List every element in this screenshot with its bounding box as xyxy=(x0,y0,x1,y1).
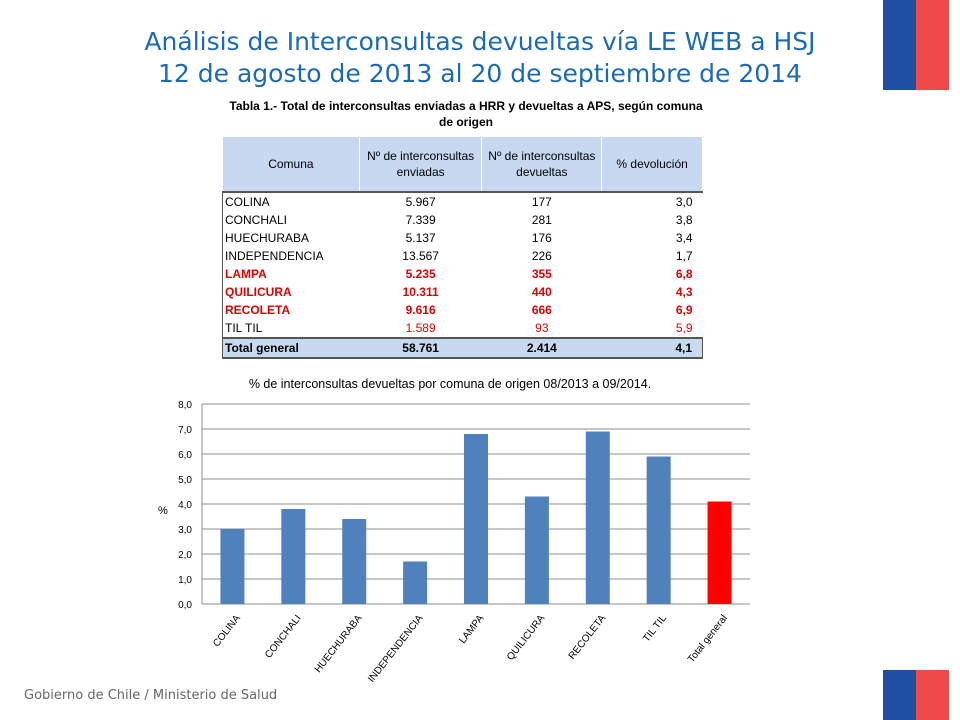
cell-devueltas: 666 xyxy=(531,303,552,317)
slide-title-line-2: 12 de agosto de 2013 al 20 de septiembre… xyxy=(158,59,802,88)
chart-svg: 0,0 1,0 2,0 3,0 4,0 5,0 6,0 7,0 8,0% COLINA CONCHA… xyxy=(158,400,750,685)
cell-devueltas: 281 xyxy=(531,213,552,227)
bar-chart: % de interconsultas devueltas por comuna… xyxy=(150,375,770,705)
chile-flag-top xyxy=(883,0,949,90)
y-tick-label: 2,0 xyxy=(178,550,192,561)
slide-title: Análisis de Interconsultas devueltas vía… xyxy=(100,26,860,90)
bar-total-general xyxy=(707,501,732,604)
x-tick-label: QUILICURA xyxy=(505,613,547,663)
cell-enviadas: 13.567 xyxy=(402,249,439,263)
cell-comuna: CONCHALI xyxy=(222,211,360,229)
footer-text: Gobierno de Chile / Ministerio de Salud xyxy=(24,688,278,703)
table-total-row: Total general 58.761 2.414 4,1 xyxy=(222,337,703,359)
cell-devueltas: 177 xyxy=(531,195,552,209)
cell-comuna: COLINA xyxy=(222,192,360,211)
y-tick-label: 7,0 xyxy=(178,425,192,436)
bar-colina xyxy=(220,529,245,604)
y-tick-label: 1,0 xyxy=(178,575,192,586)
bar-lampa xyxy=(464,434,488,604)
table-row: QUILICURA 10.311 440 4,3 xyxy=(222,283,703,301)
table-row: TIL TIL 1.589 93 5,9 xyxy=(222,319,703,338)
cell-comuna: HUECHURABA xyxy=(222,229,360,247)
total-pct: 4,1 xyxy=(601,337,703,359)
cell-pct: 6,8 xyxy=(675,267,693,281)
y-tick-label: 0,0 xyxy=(178,600,192,611)
y-tick-label: 5,0 xyxy=(178,475,192,486)
cell-enviadas: 7.339 xyxy=(405,213,436,227)
x-tick-label: Total general xyxy=(686,613,730,665)
chart-title: % de interconsultas devueltas por comuna… xyxy=(248,377,652,391)
x-tick-label: INDEPENDENCIA xyxy=(366,613,426,685)
cell-comuna: TIL TIL xyxy=(222,319,360,338)
total-enviadas: 58.761 xyxy=(359,337,482,359)
cell-pct: 3,4 xyxy=(675,231,693,245)
total-comuna: Total general xyxy=(222,337,360,359)
x-tick-label: LAMPA xyxy=(457,613,486,646)
bar-conchali xyxy=(281,509,306,604)
x-tick-label: TIL TIL xyxy=(641,613,669,645)
cell-pct: 3,8 xyxy=(675,213,693,227)
cell-pct: 4,3 xyxy=(675,285,693,299)
header-enviadas: Nº de interconsultas enviadas xyxy=(358,136,483,193)
cell-enviadas: 5.967 xyxy=(405,195,436,209)
bar-quilicura xyxy=(524,496,549,604)
bar-huechuraba xyxy=(342,519,367,604)
cell-enviadas: 1.589 xyxy=(405,321,436,335)
cell-pct: 6,9 xyxy=(675,303,693,317)
y-tick-label: 3,0 xyxy=(178,525,192,536)
chile-flag-bottom xyxy=(883,670,949,720)
cell-comuna: INDEPENDENCIA xyxy=(222,247,360,265)
cell-pct: 5,9 xyxy=(675,321,693,335)
x-tick-label: RECOLETA xyxy=(567,613,609,662)
table-row: RECOLETA 9.616 666 6,9 xyxy=(222,301,703,319)
cell-comuna: QUILICURA xyxy=(222,283,360,301)
table-row: COLINA 5.967 177 3,0 xyxy=(222,192,703,211)
cell-devueltas: 440 xyxy=(531,285,552,299)
table-row: HUECHURABA 5.137 176 3,4 xyxy=(222,229,703,247)
cell-enviadas: 5.235 xyxy=(405,267,436,281)
cell-enviadas: 5.137 xyxy=(405,231,436,245)
slide-title-line-1: Análisis de Interconsultas devueltas vía… xyxy=(144,27,816,56)
header-devueltas: Nº de interconsultas devueltas xyxy=(481,136,603,193)
cell-enviadas: 9.616 xyxy=(405,303,436,317)
y-tick-label: 6,0 xyxy=(178,450,192,461)
cell-devueltas: 93 xyxy=(535,321,549,335)
cell-enviadas: 10.311 xyxy=(402,285,439,299)
x-tick-label: COLINA xyxy=(211,613,243,649)
table-row: INDEPENDENCIA 13.567 226 1,7 xyxy=(222,247,703,265)
cell-pct: 3,0 xyxy=(675,195,693,209)
x-tick-label: CONCHALI xyxy=(263,613,303,661)
table-row: CONCHALI 7.339 281 3,8 xyxy=(222,211,703,229)
table-row: LAMPA 5.235 355 6,8 xyxy=(222,265,703,283)
table-caption: Tabla 1.- Total de interconsultas enviad… xyxy=(229,99,703,129)
total-devueltas: 2.414 xyxy=(481,337,602,359)
x-tick-label: HUECHURABA xyxy=(313,613,365,675)
cell-devueltas: 176 xyxy=(531,231,552,245)
bar-til-til xyxy=(646,456,671,604)
interconsultas-table: Comuna Nº de interconsultas enviadas Nº … xyxy=(222,136,703,359)
y-tick-label: 8,0 xyxy=(178,400,192,411)
cell-devueltas: 355 xyxy=(531,267,552,281)
y-tick-label: 4,0 xyxy=(178,500,192,511)
bar-independencia xyxy=(403,561,428,604)
header-comuna: Comuna xyxy=(222,136,360,193)
table-header-row: Comuna Nº de interconsultas enviadas Nº … xyxy=(222,136,703,193)
y-axis-label: % xyxy=(158,505,168,517)
cell-devueltas: 226 xyxy=(531,249,552,263)
cell-comuna: RECOLETA xyxy=(222,301,360,319)
header-pct: % devolución xyxy=(601,136,703,193)
bar-recoleta xyxy=(585,431,610,604)
cell-pct: 1,7 xyxy=(675,249,693,263)
cell-comuna: LAMPA xyxy=(222,265,360,283)
